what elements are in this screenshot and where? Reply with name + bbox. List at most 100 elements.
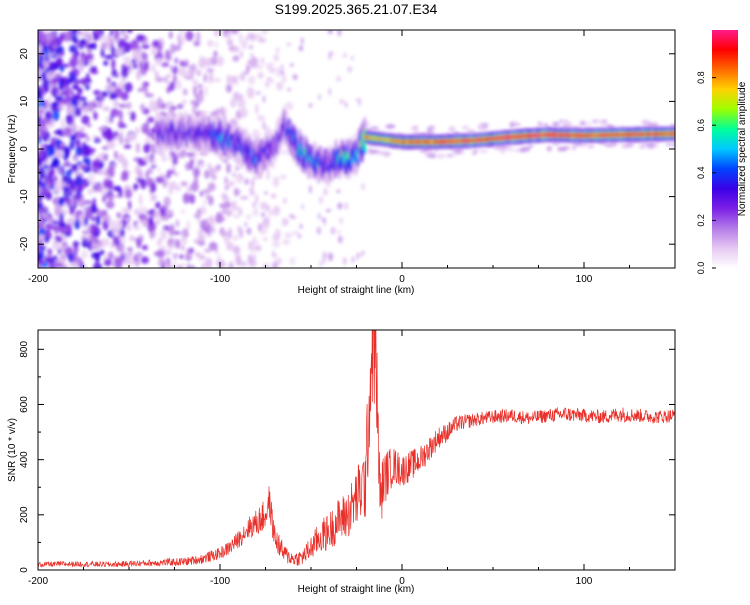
noise-cell	[189, 194, 196, 205]
noise-cell	[116, 153, 125, 163]
noise-cell	[223, 234, 230, 244]
noise-cell	[150, 47, 158, 56]
noise-cell	[222, 194, 228, 201]
noise-cell	[289, 213, 292, 219]
noise-cell	[239, 50, 244, 59]
noise-cell	[86, 101, 95, 112]
noise-cell	[290, 63, 294, 67]
noise-cell	[239, 196, 249, 200]
snr-ylabel: SNR (10 * v/v)	[7, 418, 18, 482]
noise-cell	[90, 236, 98, 242]
noise-cell	[137, 88, 144, 92]
noise-cell	[268, 209, 272, 218]
noise-cell	[192, 167, 201, 178]
snr-series-line	[38, 330, 675, 568]
noise-cell	[213, 30, 220, 37]
noise-cell	[144, 137, 152, 144]
noise-cell	[197, 208, 201, 215]
noise-cell	[106, 193, 115, 201]
noise-cell	[102, 193, 106, 203]
noise-cell	[137, 158, 146, 167]
noise-cell	[318, 93, 321, 101]
noise-cell	[228, 261, 234, 268]
noise-cell	[46, 70, 54, 81]
noise-cell	[58, 51, 65, 56]
noise-cell	[289, 257, 296, 266]
noise-cell	[115, 72, 119, 79]
noise-cell	[252, 191, 255, 196]
noise-cell	[180, 235, 188, 245]
noise-cell	[207, 162, 212, 169]
noise-cell	[79, 164, 89, 170]
noise-cell	[133, 39, 138, 48]
noise-cell	[284, 232, 293, 239]
noise-cell	[552, 121, 560, 127]
noise-cell	[143, 155, 151, 162]
noise-cell	[328, 87, 332, 96]
noise-cell	[195, 31, 201, 43]
noise-cell	[249, 56, 259, 69]
noise-cell	[282, 239, 291, 245]
noise-cell	[144, 61, 149, 71]
noise-cell	[63, 186, 69, 198]
noise-cell	[189, 265, 196, 268]
noise-cell	[41, 230, 46, 234]
noise-cell	[105, 200, 115, 209]
noise-cell	[72, 36, 79, 44]
noise-cell	[147, 167, 153, 175]
noise-cell	[133, 183, 139, 190]
noise-cell	[247, 254, 253, 264]
noise-cell	[276, 81, 284, 91]
noise-cell	[338, 230, 341, 235]
noise-cell	[204, 85, 208, 97]
noise-cell	[75, 130, 84, 140]
noise-cell	[172, 253, 179, 259]
noise-cell	[117, 120, 125, 129]
noise-cell	[466, 129, 476, 134]
noise-cell	[217, 254, 222, 261]
noise-cell	[301, 204, 304, 210]
noise-cell	[123, 144, 132, 149]
noise-cell	[194, 100, 200, 108]
noise-cell	[136, 238, 142, 249]
noise-cell	[116, 242, 125, 253]
noise-cell	[351, 55, 354, 61]
noise-cell	[203, 73, 207, 83]
noise-cell	[38, 67, 42, 77]
noise-cell	[68, 179, 77, 190]
colorbar-ticks: 0.0 0.2 0.4 0.6 0.8	[696, 71, 716, 274]
noise-cell	[75, 146, 83, 157]
noise-cell	[53, 129, 63, 135]
noise-cell	[38, 115, 41, 126]
noise-cell	[132, 49, 141, 61]
noise-cell	[43, 261, 49, 268]
y-tick-label: 10	[19, 95, 30, 107]
noise-cell	[87, 188, 93, 195]
snr-ticks: -200 -100 0 100 0 200 400 600 800	[19, 330, 676, 587]
noise-cell	[167, 265, 174, 268]
noise-cell	[670, 143, 675, 147]
noise-cell	[67, 169, 73, 173]
noise-cell	[186, 151, 195, 158]
noise-cell	[153, 210, 161, 219]
noise-cell	[245, 35, 249, 43]
noise-cell	[150, 143, 158, 155]
noise-cell	[63, 126, 73, 137]
noise-cell	[261, 57, 264, 65]
noise-cell	[185, 30, 194, 41]
noise-cell	[275, 47, 280, 54]
noise-cell	[59, 32, 65, 42]
y-tick-label: 600	[19, 396, 30, 413]
noise-cell	[222, 159, 229, 163]
noise-cell	[48, 110, 52, 118]
y-tick-label: 400	[19, 451, 30, 468]
noise-cell	[101, 237, 107, 248]
noise-cell	[175, 79, 182, 90]
noise-cell	[370, 126, 380, 130]
noise-cell	[141, 44, 150, 50]
noise-cell	[275, 66, 282, 78]
noise-cell	[75, 50, 80, 57]
noise-cell	[81, 115, 90, 125]
